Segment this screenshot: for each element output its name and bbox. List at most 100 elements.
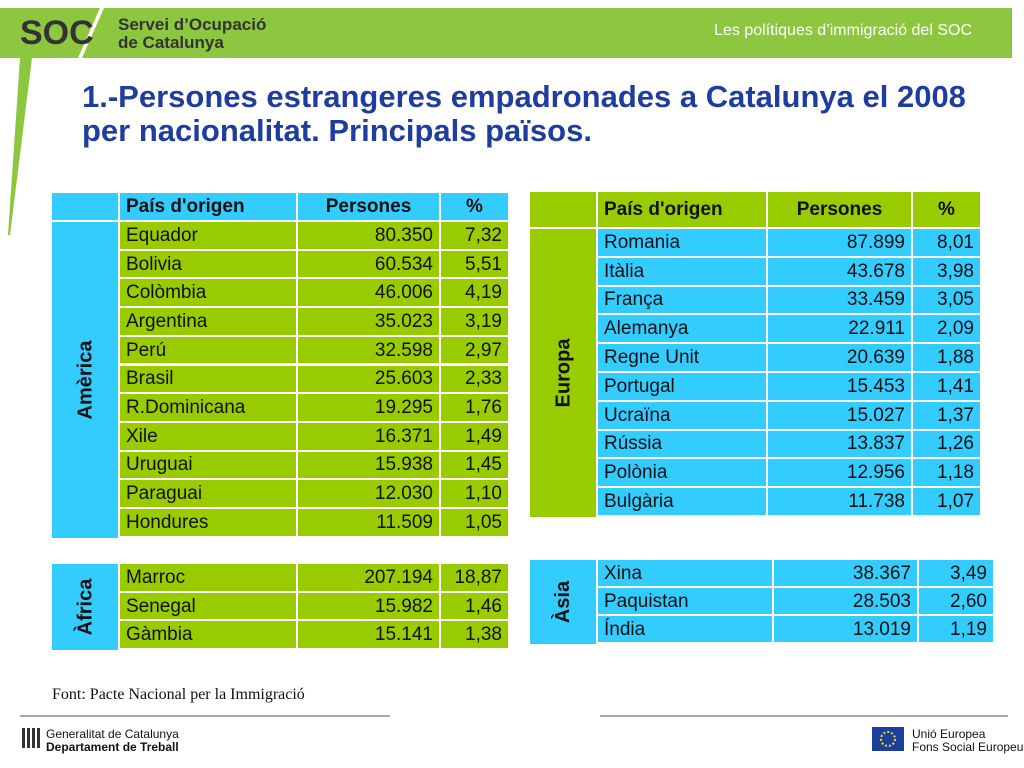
table-cell: Índia — [598, 616, 772, 642]
table-cell: Brasil — [120, 365, 296, 393]
table-cell: Paquistan — [598, 588, 772, 614]
table-cell: 12.030 — [298, 480, 439, 507]
table-cell: 87.899 — [768, 229, 911, 256]
table-cell: 7,32 — [441, 222, 508, 249]
column-header: Persones — [298, 193, 439, 220]
org-line: Servei d’Ocupació — [118, 15, 267, 34]
table-cell: 80.350 — [298, 222, 439, 249]
table-cell: 1,76 — [441, 394, 508, 421]
table-cell: 1,19 — [919, 616, 993, 642]
footer-text: Departament de Treball — [46, 740, 179, 754]
table-cell: 20.639 — [768, 344, 911, 371]
column-header: % — [913, 192, 980, 227]
region-text: Europa — [552, 338, 574, 408]
table-cell: 32.598 — [298, 336, 439, 364]
region-text: Amèrica — [74, 340, 96, 420]
table-cell: 60.534 — [298, 250, 439, 278]
table-cell: Polònia — [598, 459, 766, 487]
table-cell: 1,18 — [913, 459, 980, 487]
table-cell: 2,97 — [441, 336, 508, 364]
table-cell: 1,26 — [913, 430, 980, 458]
footer-text: Unió Europea — [912, 727, 986, 741]
table-cell: 1,41 — [913, 373, 980, 400]
table-cell: 3,05 — [913, 286, 980, 314]
table-cell: Gàmbia — [120, 621, 296, 649]
footer-left: Generalitat de Catalunya Departament de … — [46, 728, 179, 754]
table-cell: Ucraïna — [598, 401, 766, 429]
table-cell: 3,19 — [441, 308, 508, 335]
region-label: Europa — [530, 229, 596, 517]
table-cell: 1,49 — [441, 422, 508, 450]
table-cell: 25.603 — [298, 365, 439, 393]
region-label: Àfrica — [52, 564, 118, 651]
org-line: de Catalunya — [118, 33, 224, 52]
table-cell: França — [598, 286, 766, 314]
table-cell: Bulgària — [598, 488, 766, 515]
table-cell: 1,07 — [913, 488, 980, 515]
table-cell: 4,19 — [441, 279, 508, 307]
table-cell: 22.911 — [768, 315, 911, 343]
table-cell: 13.837 — [768, 430, 911, 458]
region-label: Amèrica — [52, 222, 118, 538]
table-cell: Regne Unit — [598, 344, 766, 371]
table-cell: 16.371 — [298, 422, 439, 450]
corner-cell — [530, 192, 596, 227]
table-cell: 1,46 — [441, 592, 508, 620]
table-cell: Paraguai — [120, 480, 296, 507]
table-cell: Xile — [120, 422, 296, 450]
table-cell: Argentina — [120, 308, 296, 335]
source: Font: Pacte Nacional per la Immigració — [52, 686, 305, 703]
table-cell: Uruguai — [120, 451, 296, 479]
table-cell: 2,09 — [913, 315, 980, 343]
table-cell: 15.141 — [298, 621, 439, 649]
table-cell: 15.938 — [298, 451, 439, 479]
org-name: Servei d’Ocupació de Catalunya — [118, 16, 266, 52]
table-cell: 1,05 — [441, 509, 508, 536]
column-header: % — [441, 193, 508, 220]
table-cell: 15.982 — [298, 592, 439, 620]
region-label: Àsia — [530, 560, 596, 644]
table-cell: Rússia — [598, 430, 766, 458]
footer-text: Generalitat de Catalunya — [46, 727, 179, 741]
table-cell: 12.956 — [768, 459, 911, 487]
table-cell: 19.295 — [298, 394, 439, 421]
corner-cell — [52, 193, 118, 220]
table-cell: 33.459 — [768, 286, 911, 314]
table-cell: 3,49 — [919, 560, 993, 586]
table-cell: 8,01 — [913, 229, 980, 256]
table-cell: Xina — [598, 560, 772, 586]
logo: SOC — [20, 14, 94, 52]
table-cell: 46.006 — [298, 279, 439, 307]
table-cell: 1,45 — [441, 451, 508, 479]
table-cell: 1,38 — [441, 621, 508, 649]
table-cell: 11.738 — [768, 488, 911, 515]
table-cell: Equador — [120, 222, 296, 249]
table-cell: 13.019 — [774, 616, 917, 642]
region-text: Àsia — [552, 580, 574, 624]
table-cell: Romania — [598, 229, 766, 256]
table-cell: 5,51 — [441, 250, 508, 278]
table-cell: 207.194 — [298, 564, 439, 591]
table-cell: 11.509 — [298, 509, 439, 536]
table-cell: Alemanya — [598, 315, 766, 343]
table-cell: 3,98 — [913, 257, 980, 285]
table-cell: Senegal — [120, 592, 296, 620]
table-cell: Itàlia — [598, 257, 766, 285]
column-header: País d'origen — [120, 193, 296, 220]
footer-text: Fons Social Europeu — [912, 740, 1024, 754]
table-cell: 2,60 — [919, 588, 993, 614]
region-text: Àfrica — [74, 578, 97, 636]
table-cell: 1,37 — [913, 401, 980, 429]
table-cell: 1,88 — [913, 344, 980, 371]
table-cell: 43.678 — [768, 257, 911, 285]
footer-right: Unió Europea Fons Social Europeu — [912, 728, 1023, 754]
slide-title: 1.-Persones estrangeres empadronades a C… — [82, 79, 966, 148]
table-cell: Hondures — [120, 509, 296, 536]
table-cell: Colòmbia — [120, 279, 296, 307]
table-cell: Bolivia — [120, 250, 296, 278]
section-title: Les polítiques d’immigració del SOC — [714, 22, 972, 39]
table-cell: 35.023 — [298, 308, 439, 335]
table-cell: 38.367 — [774, 560, 917, 586]
table-cell: 28.503 — [774, 588, 917, 614]
